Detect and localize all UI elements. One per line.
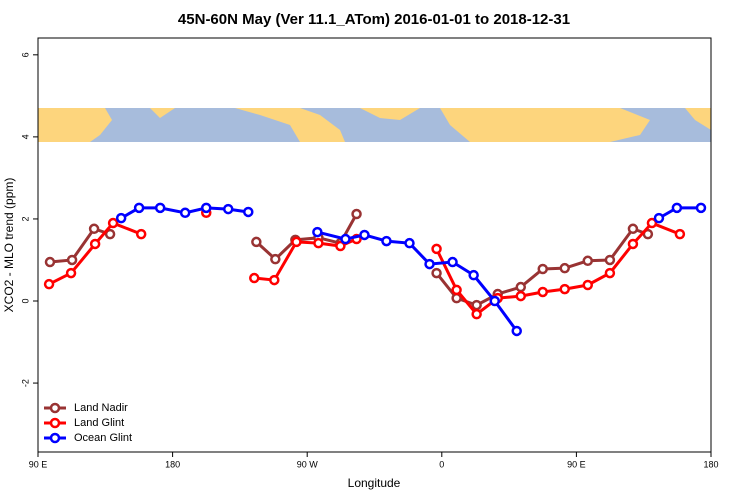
data-point — [44, 256, 56, 268]
data-point — [451, 284, 462, 296]
data-point — [115, 212, 127, 224]
data-point — [404, 237, 415, 249]
data-point — [201, 202, 212, 214]
data-point — [671, 202, 683, 214]
data-point — [243, 206, 254, 218]
legend-label: Ocean Glint — [74, 432, 132, 444]
data-point — [653, 212, 665, 224]
data-point — [154, 202, 166, 214]
data-point — [270, 253, 281, 265]
x-tick-label: 180 — [703, 459, 718, 469]
chart-title: 45N-60N May (Ver 11.1_ATom) 2016-01-01 t… — [178, 11, 570, 28]
data-point — [431, 243, 442, 255]
data-point — [179, 207, 191, 219]
data-point — [107, 217, 119, 229]
legend-label: Land Glint — [74, 417, 124, 429]
data-point — [359, 229, 370, 241]
data-point — [674, 228, 686, 240]
data-point — [222, 203, 234, 215]
data-point — [133, 202, 145, 214]
x-tick-label: 0 — [439, 459, 444, 469]
y-tick-label: 4 — [20, 134, 30, 139]
plot-frame — [37, 37, 712, 453]
legend-marker — [49, 402, 61, 414]
data-point — [559, 283, 570, 295]
data-point — [471, 299, 482, 311]
data-point — [66, 254, 78, 266]
data-point — [312, 226, 323, 238]
data-point — [582, 255, 594, 267]
data-point — [627, 223, 639, 235]
legend-marker — [49, 417, 61, 429]
data-point — [135, 228, 147, 240]
data-point — [627, 238, 639, 250]
data-point — [291, 236, 302, 248]
data-point — [89, 238, 101, 250]
data-point — [695, 202, 707, 214]
x-tick-label: 90 W — [297, 459, 319, 469]
data-point — [511, 325, 522, 337]
x-tick-label: 90 E — [567, 459, 586, 469]
data-point — [447, 256, 458, 268]
data-point — [468, 269, 479, 281]
data-point — [313, 237, 324, 249]
data-point — [351, 208, 362, 220]
map-band — [38, 108, 711, 142]
legend-marker — [49, 432, 61, 444]
data-point — [43, 278, 55, 290]
x-tick-label: 180 — [165, 459, 180, 469]
data-point — [515, 290, 527, 302]
data-point — [582, 279, 594, 291]
data-point — [489, 295, 500, 307]
data-point — [340, 233, 351, 245]
data-point — [537, 263, 548, 275]
y-tick-label: 2 — [20, 216, 30, 221]
legend-label: Land Nadir — [74, 402, 128, 414]
data-point — [424, 258, 435, 270]
data-point — [559, 262, 570, 274]
y-tick-label: -2 — [20, 379, 30, 387]
y-axis-label: XCO2 - MLO trend (ppm) — [2, 178, 16, 313]
x-axis-label: Longitude — [348, 476, 401, 490]
data-point — [515, 281, 527, 293]
data-point — [381, 235, 392, 247]
data-point — [65, 267, 77, 279]
data-point — [646, 217, 658, 229]
y-tick-label: 6 — [20, 52, 30, 57]
data-point — [604, 267, 616, 279]
data-point — [88, 223, 100, 235]
data-point — [335, 240, 346, 252]
y-tick-label: 0 — [20, 298, 30, 303]
data-point — [269, 274, 280, 286]
data-point — [537, 286, 548, 298]
data-point — [251, 236, 262, 248]
data-point — [604, 254, 616, 266]
data-point — [431, 267, 442, 279]
data-point — [471, 308, 482, 320]
x-tick-label: 90 E — [29, 459, 48, 469]
data-point — [104, 228, 116, 240]
data-point — [249, 272, 260, 284]
